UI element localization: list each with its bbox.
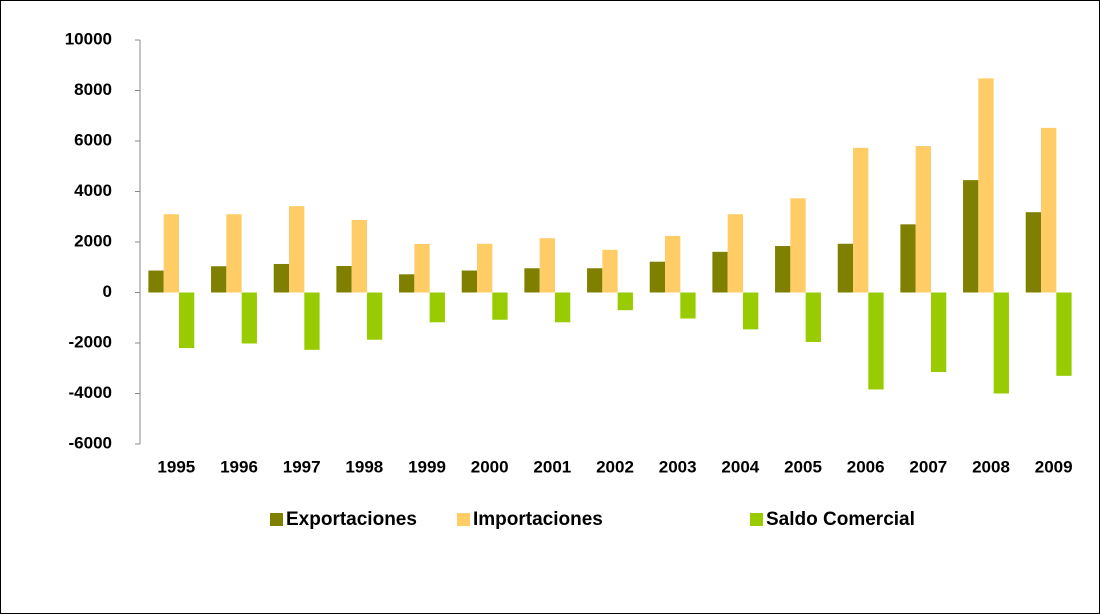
bar — [680, 292, 696, 319]
bar — [226, 214, 242, 293]
legend-label: Importaciones — [473, 509, 603, 530]
bar — [289, 206, 305, 293]
legend-swatch — [270, 513, 283, 526]
bar — [351, 220, 367, 293]
bar — [837, 243, 854, 293]
bar — [602, 249, 618, 293]
bar — [414, 244, 430, 293]
bar — [461, 270, 478, 293]
legend: Exportaciones Importaciones Saldo Comercia… — [270, 509, 915, 530]
bar — [163, 214, 179, 293]
bar — [304, 292, 320, 350]
bar — [211, 266, 227, 293]
legend-label: Exportaciones — [286, 509, 417, 530]
bar — [178, 292, 195, 349]
bar — [790, 198, 806, 293]
bar — [492, 292, 508, 320]
bar — [805, 292, 821, 342]
legend-swatch — [457, 513, 470, 526]
bar — [336, 265, 352, 293]
x-tick-label: 2009 — [1035, 457, 1073, 476]
bar — [554, 292, 571, 323]
bar — [649, 261, 666, 293]
x-tick-label: 1996 — [220, 457, 258, 476]
bar — [1041, 127, 1057, 293]
y-tick-label: -6000 — [69, 433, 112, 452]
bar — [1056, 292, 1072, 376]
bar — [993, 292, 1009, 394]
y-tick-label: 10000 — [65, 29, 112, 48]
x-tick-label: 2008 — [972, 457, 1010, 476]
bar — [539, 238, 555, 293]
bar — [148, 270, 164, 293]
x-tick-label: 2004 — [721, 457, 759, 476]
x-tick-label: 2007 — [909, 457, 947, 476]
bar — [399, 274, 415, 293]
y-tick-label: 4000 — [74, 181, 112, 200]
x-tick-label: 2005 — [784, 457, 822, 476]
x-tick-label: 2000 — [471, 457, 509, 476]
bar — [273, 263, 290, 293]
bar — [930, 292, 947, 373]
bar — [1025, 212, 1042, 293]
x-tick-label: 2002 — [596, 457, 634, 476]
y-tick-label: 8000 — [74, 80, 112, 99]
bar — [853, 147, 869, 293]
bar — [775, 246, 791, 293]
bar — [524, 268, 540, 293]
bar — [742, 292, 759, 330]
x-tick-label: 1998 — [345, 457, 383, 476]
bar — [241, 292, 257, 344]
bar — [617, 292, 633, 311]
y-tick-label: 6000 — [74, 130, 112, 149]
bar — [587, 268, 603, 293]
y-tick-label: 0 — [103, 282, 112, 301]
bar — [665, 235, 681, 293]
x-tick-label: 1999 — [408, 457, 446, 476]
bar — [727, 214, 743, 293]
bar — [429, 292, 445, 323]
bar — [868, 292, 884, 390]
x-tick-label: 1997 — [283, 457, 321, 476]
x-tick-label: 2006 — [847, 457, 885, 476]
y-tick-label: -2000 — [69, 332, 112, 351]
bar — [366, 292, 383, 340]
bar — [712, 251, 728, 293]
x-tick-label: 2001 — [533, 457, 571, 476]
bar — [963, 180, 979, 293]
bar — [978, 78, 994, 293]
bar — [915, 146, 931, 293]
bar — [900, 224, 916, 293]
legend-swatch — [750, 513, 763, 526]
x-tick-label: 1995 — [157, 457, 195, 476]
x-tick-label: 2003 — [659, 457, 697, 476]
y-tick-label: -4000 — [69, 383, 112, 402]
y-tick-label: 2000 — [74, 231, 112, 250]
bar — [477, 243, 493, 293]
legend-label: Saldo Comercial — [766, 509, 915, 530]
